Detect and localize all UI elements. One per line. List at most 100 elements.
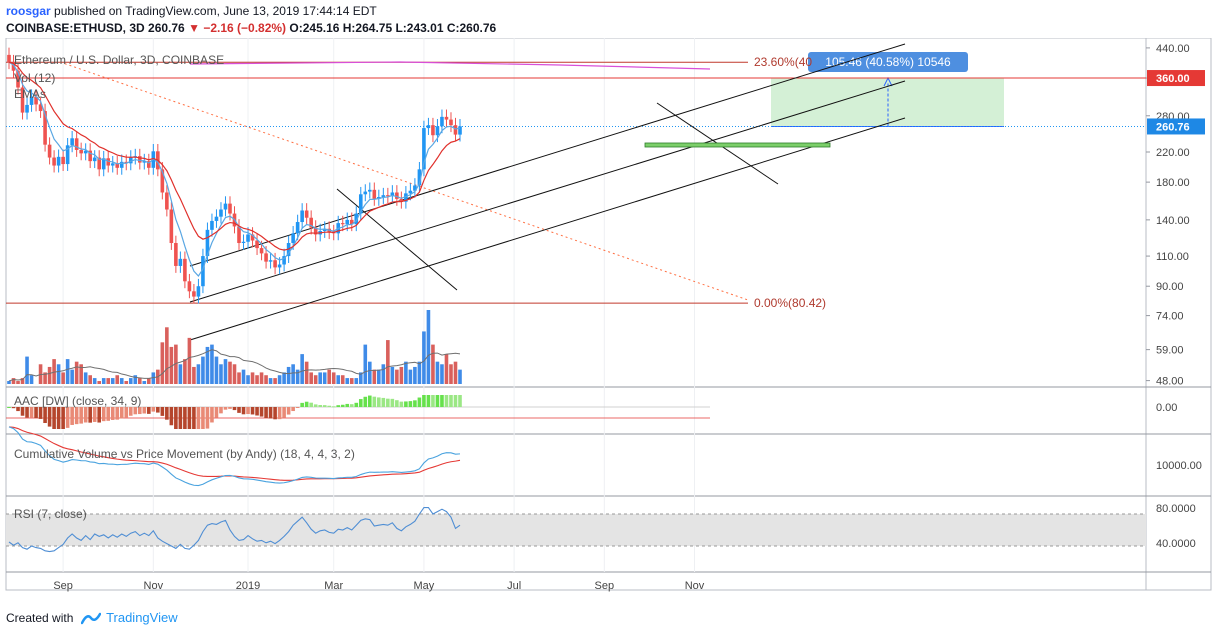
aac-bar xyxy=(83,407,88,423)
time-axis-label-nov: Nov xyxy=(685,580,705,592)
candle-body xyxy=(309,217,313,228)
aac-bar xyxy=(404,401,408,407)
aac-bar xyxy=(358,399,363,407)
candle-body xyxy=(61,156,65,165)
volume-bar xyxy=(110,378,115,384)
volume-bar xyxy=(237,372,241,384)
candle-body xyxy=(29,96,34,105)
aac-bar xyxy=(174,407,178,429)
aac-bar xyxy=(25,407,29,418)
aac-bar xyxy=(386,398,390,407)
candle-body xyxy=(11,62,16,71)
volume-bar xyxy=(83,372,88,384)
volume-bar xyxy=(79,364,83,384)
candle-body xyxy=(435,126,440,136)
aac-bar xyxy=(119,407,124,419)
candle-body xyxy=(97,157,101,170)
tradingview-brand[interactable]: TradingView xyxy=(106,610,178,625)
candle-body xyxy=(47,144,52,158)
aac-bar xyxy=(241,407,246,415)
volume-bar xyxy=(20,378,25,384)
aac-bar xyxy=(349,404,354,407)
candle-body xyxy=(408,190,413,194)
aac-bar xyxy=(97,407,101,423)
aac-bar xyxy=(426,395,431,407)
cvpm-axis-label: 10000.00 xyxy=(1156,460,1202,472)
chart-frame xyxy=(5,38,1212,591)
aac-bar xyxy=(70,407,74,425)
volume-bar xyxy=(381,364,386,384)
volume-bar xyxy=(340,375,345,384)
aac-bar xyxy=(322,405,327,407)
candle-body xyxy=(106,158,111,166)
candle-body xyxy=(192,291,196,297)
candle-body xyxy=(52,157,56,166)
aac-bar xyxy=(124,407,129,418)
measure-label-box xyxy=(808,52,968,72)
chart-canvas[interactable]: SepNov2019MarMayJulSepNov440.00360.00280… xyxy=(0,38,1217,602)
volume-bar xyxy=(426,310,431,384)
price-axis-label: 440.00 xyxy=(1156,43,1190,55)
aac-bar xyxy=(160,407,165,416)
volume-bar xyxy=(453,361,458,384)
aac-bar xyxy=(20,407,25,416)
price-axis-label: 180.00 xyxy=(1156,177,1190,189)
candle-body xyxy=(250,234,255,241)
aac-bar xyxy=(52,407,56,429)
volume-bar xyxy=(322,372,327,384)
volume-bar xyxy=(444,354,449,384)
candle-body xyxy=(386,195,390,197)
aac-bar xyxy=(237,407,241,413)
candle-body xyxy=(449,119,453,126)
volume-bar xyxy=(331,372,336,384)
candle-body xyxy=(444,116,449,120)
ohlc-values: O:245.16 H:264.75 L:243.01 C:260.76 xyxy=(289,21,497,35)
volume-bar xyxy=(133,375,138,384)
time-axis-label-sep: Sep xyxy=(53,580,73,592)
candle-body xyxy=(20,87,25,113)
volume-bar xyxy=(187,337,192,384)
volume-bar xyxy=(7,381,11,384)
candle-body xyxy=(137,156,142,163)
aac-bar xyxy=(345,403,350,407)
price-axis-label: 140.00 xyxy=(1156,215,1190,227)
volume-bar xyxy=(372,369,377,384)
candle-body xyxy=(16,70,20,88)
aac-bar xyxy=(178,407,183,429)
candle-body xyxy=(440,116,444,127)
aac-bar xyxy=(201,407,205,429)
volume-bar xyxy=(399,366,404,384)
candle-body xyxy=(246,234,250,242)
volume-bar xyxy=(268,378,273,384)
last-price: 260.76 xyxy=(148,21,185,35)
cvpm-main-line xyxy=(8,426,461,487)
aac-bar xyxy=(106,407,111,421)
aac-bar xyxy=(282,407,286,418)
author-link[interactable]: roosgar xyxy=(6,4,51,18)
candle-body xyxy=(201,256,205,287)
ema-fast-line xyxy=(8,61,461,277)
aac-bar xyxy=(268,407,273,419)
aac-bar xyxy=(147,407,151,414)
time-axis-label-mar: Mar xyxy=(324,580,343,592)
volume-bar xyxy=(165,327,169,384)
candle-body xyxy=(83,150,88,154)
volume-bar xyxy=(390,366,395,384)
volume-bar xyxy=(70,369,74,384)
aac-bar xyxy=(151,407,156,412)
candle-body xyxy=(219,209,223,217)
aac-bar xyxy=(65,407,70,428)
candle-body xyxy=(264,253,268,262)
volume-bar xyxy=(101,378,106,384)
volume-bar xyxy=(246,375,250,384)
rsi-axis-label-40: 40.0000 xyxy=(1156,538,1196,550)
volume-bar xyxy=(309,372,313,384)
candle-body xyxy=(38,104,43,112)
volume-bar xyxy=(386,340,390,384)
ema-slow-line xyxy=(8,61,461,251)
candle-body xyxy=(88,150,92,162)
candle-body xyxy=(43,111,47,145)
candle-body xyxy=(295,222,300,234)
aac-bar xyxy=(246,407,250,415)
time-axis-label-may: May xyxy=(414,580,435,592)
